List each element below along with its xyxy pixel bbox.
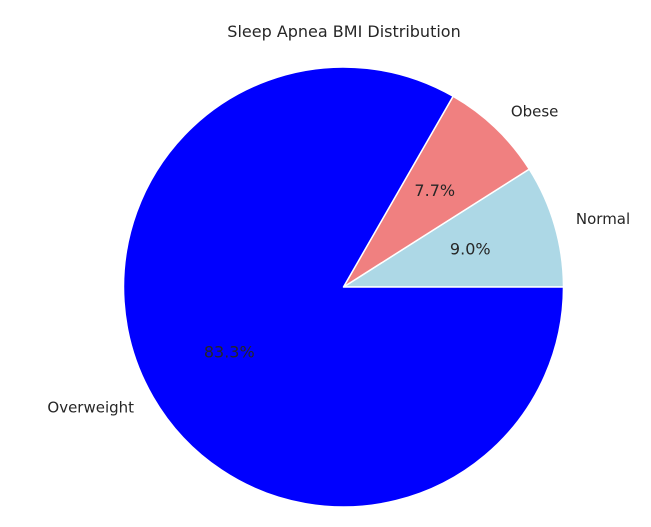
slice-label-overweight: Overweight xyxy=(47,399,134,417)
chart-title: Sleep Apnea BMI Distribution xyxy=(227,22,460,41)
slice-label-obese: Obese xyxy=(511,103,559,121)
slice-label-normal: Normal xyxy=(576,210,630,228)
slice-percent-obese: 7.7% xyxy=(414,181,455,200)
pie-slices xyxy=(122,66,565,508)
pie-slice-normal xyxy=(342,168,565,288)
pie-labels: Normal 9.0% Obese 7.7% Overweight 83.3% xyxy=(47,103,630,417)
slice-percent-normal: 9.0% xyxy=(450,240,491,259)
slice-percent-overweight: 83.3% xyxy=(204,343,255,362)
pie-slice-obese xyxy=(342,95,531,288)
pie-slice-overweight xyxy=(122,66,565,508)
